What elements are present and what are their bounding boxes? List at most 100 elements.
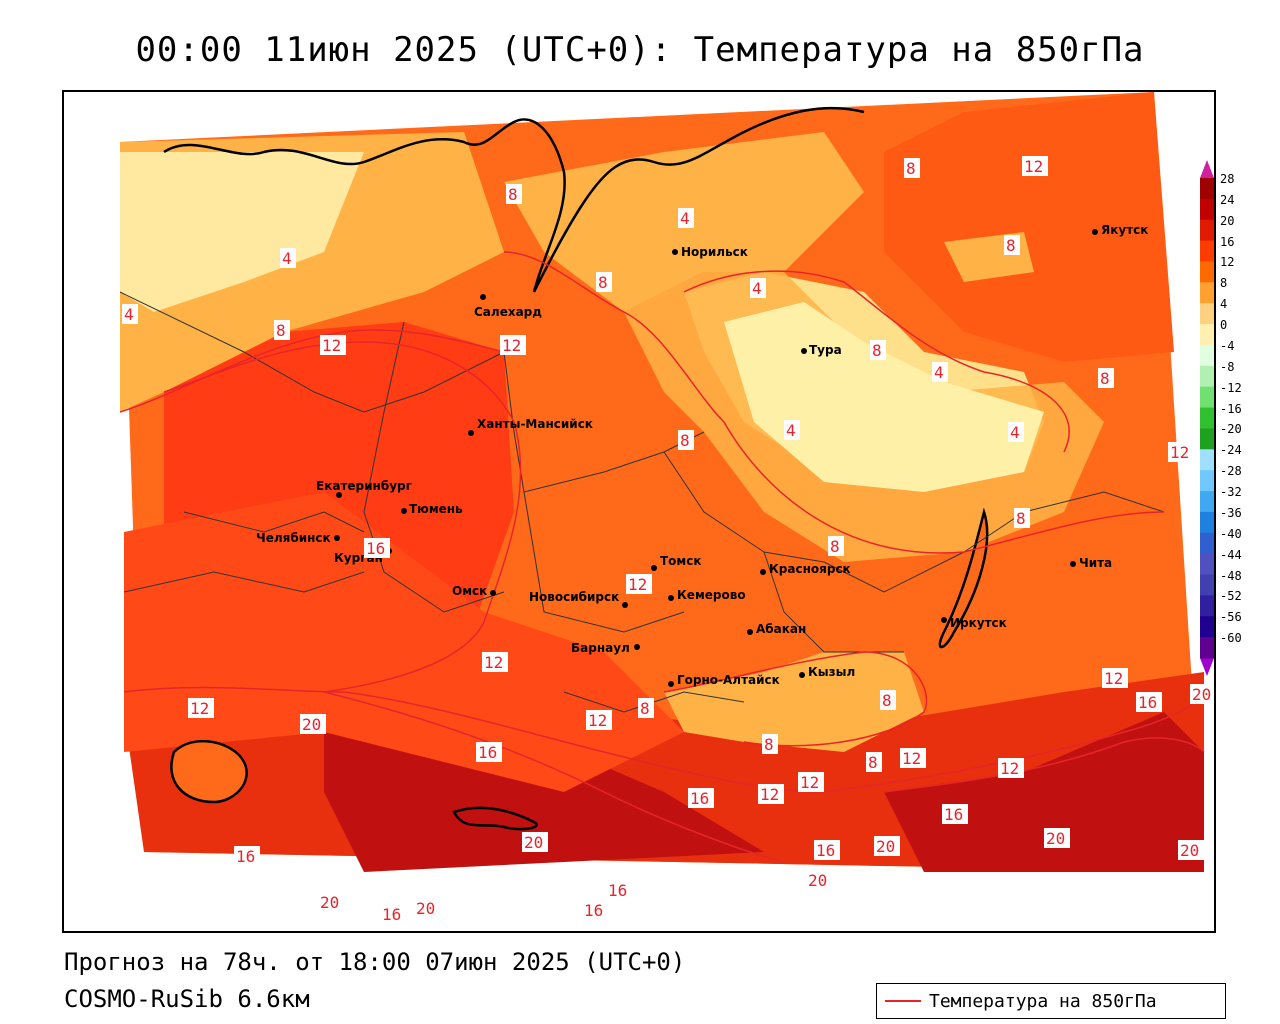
- scale-segment: [1200, 324, 1214, 346]
- svg-text:12: 12: [628, 575, 647, 594]
- svg-text:4: 4: [680, 209, 690, 228]
- city-label-ekaterinburg: Екатеринбург: [316, 479, 412, 493]
- svg-text:8: 8: [598, 273, 608, 292]
- scale-label: -56: [1220, 610, 1242, 625]
- iso-label-12-a: 12: [1022, 156, 1048, 176]
- scale-segment: [1200, 407, 1214, 429]
- scale-label: -32: [1220, 485, 1242, 500]
- iso-label-8-c: 8: [506, 184, 522, 204]
- svg-text:4: 4: [282, 249, 292, 268]
- city-dot-salekhard: [480, 294, 486, 300]
- city-label-gorno: Горно-Алтайск: [677, 673, 780, 687]
- scale-segment: [1200, 470, 1214, 492]
- iso-label-12-f: 12: [482, 652, 508, 672]
- svg-text:8: 8: [1016, 509, 1026, 528]
- scale-segment: [1200, 616, 1214, 638]
- svg-text:20: 20: [302, 715, 321, 734]
- svg-text:12: 12: [800, 773, 819, 792]
- scale-segment: [1200, 344, 1214, 367]
- iso-label-12-e: 12: [626, 574, 652, 594]
- scale-segment: [1200, 178, 1214, 200]
- city-label-kemerovo: Кемерово: [677, 588, 746, 602]
- map-area: Салехард Норильск Якутск Тура Ханты-Манс…: [62, 90, 1216, 933]
- scale-label: -8: [1220, 359, 1235, 374]
- iso-label-12-i: 12: [1102, 668, 1128, 688]
- lake-southwest: [170, 739, 248, 804]
- iso-label-20-d: 20: [874, 836, 900, 856]
- iso-label-20-f: 20: [1178, 840, 1204, 860]
- city-dot-tura: [801, 348, 807, 354]
- scale-label: -16: [1220, 401, 1242, 416]
- iso-label-8-a: 8: [904, 158, 920, 178]
- svg-text:20: 20: [524, 833, 543, 852]
- scale-segment: [1200, 491, 1214, 513]
- scale-segment: [1200, 198, 1214, 221]
- city-label-krasnoyarsk: Красноярск: [769, 562, 851, 576]
- scale-segment: [1200, 386, 1214, 409]
- svg-text:8: 8: [830, 537, 840, 556]
- iso-label-16-d: 16: [688, 788, 714, 808]
- svg-text:12: 12: [1000, 759, 1019, 778]
- iso-label-20-i: 20: [414, 898, 440, 918]
- iso-label-12-g: 12: [188, 698, 214, 718]
- iso-label-8-j: 8: [828, 536, 844, 556]
- city-dot-krasnoyarsk: [760, 569, 766, 575]
- scale-segment: [1200, 261, 1214, 283]
- lake-balkhash: [452, 806, 538, 831]
- svg-text:12: 12: [902, 749, 921, 768]
- svg-text:4: 4: [752, 279, 762, 298]
- scale-label: -36: [1220, 505, 1242, 520]
- iso-label-16-e: 16: [942, 804, 968, 824]
- svg-text:4: 4: [934, 363, 944, 382]
- scale-label: -52: [1220, 589, 1242, 604]
- scale-segment: [1200, 532, 1214, 555]
- city-dot-gorno: [668, 681, 674, 687]
- forecast-info: Прогноз на 78ч. от 18:00 07июн 2025 (UTC…: [64, 948, 686, 976]
- scale-segment: [1200, 219, 1214, 242]
- svg-text:8: 8: [508, 185, 518, 204]
- iso-label-8-f: 8: [870, 340, 886, 360]
- svg-text:4: 4: [1010, 423, 1020, 442]
- city-dot-chelyabinsk: [334, 535, 340, 541]
- lake-baikal: [938, 507, 989, 649]
- iso-label-12-b: 12: [320, 335, 346, 355]
- scale-segment: [1200, 282, 1214, 304]
- iso-label-16-c: 16: [476, 742, 502, 762]
- svg-text:20: 20: [876, 837, 895, 856]
- city-labels: Салехард Норильск Якутск Тура Ханты-Манс…: [256, 223, 1148, 687]
- legend: Температура на 850гПа: [876, 983, 1226, 1019]
- iso-label-4-a: 4: [678, 208, 694, 228]
- city-label-tomsk: Томск: [660, 554, 702, 568]
- city-label-khanty: Ханты-Мансийск: [477, 417, 593, 431]
- iso-label-4-b: 4: [280, 248, 296, 268]
- svg-text:12: 12: [760, 785, 779, 804]
- scale-segment: [1200, 240, 1214, 262]
- city-label-chita: Чита: [1079, 556, 1112, 570]
- svg-text:12: 12: [1170, 443, 1189, 462]
- svg-text:20: 20: [1192, 685, 1211, 704]
- svg-text:12: 12: [588, 711, 607, 730]
- svg-text:16: 16: [944, 805, 963, 824]
- iso-label-8-b: 8: [1004, 235, 1020, 255]
- city-dot-omsk: [490, 590, 496, 596]
- svg-text:4: 4: [124, 305, 134, 324]
- svg-text:20: 20: [320, 893, 339, 912]
- iso-label-8-i: 8: [1014, 508, 1030, 528]
- scale-label: 20: [1220, 213, 1235, 228]
- scale-segment: [1200, 637, 1214, 659]
- svg-text:16: 16: [1138, 693, 1157, 712]
- city-dot-khanty: [468, 430, 474, 436]
- map-title: 00:00 11июн 2025 (UTC+0): Температура на…: [135, 30, 1145, 70]
- svg-text:12: 12: [502, 336, 521, 355]
- iso-label-8-e: 8: [596, 272, 612, 292]
- city-dot-ekaterinburg: [336, 492, 342, 498]
- svg-text:16: 16: [236, 847, 255, 866]
- scale-label: -44: [1220, 547, 1242, 562]
- legend-label: Температура на 850гПа: [929, 990, 1157, 1012]
- svg-text:12: 12: [1104, 669, 1123, 688]
- iso-label-20-e: 20: [1044, 828, 1070, 848]
- city-dot-chita: [1070, 561, 1076, 567]
- zone-24b: [884, 712, 1204, 872]
- city-label-tyumen: Тюмень: [409, 502, 463, 516]
- zone-0-nw: [120, 152, 364, 312]
